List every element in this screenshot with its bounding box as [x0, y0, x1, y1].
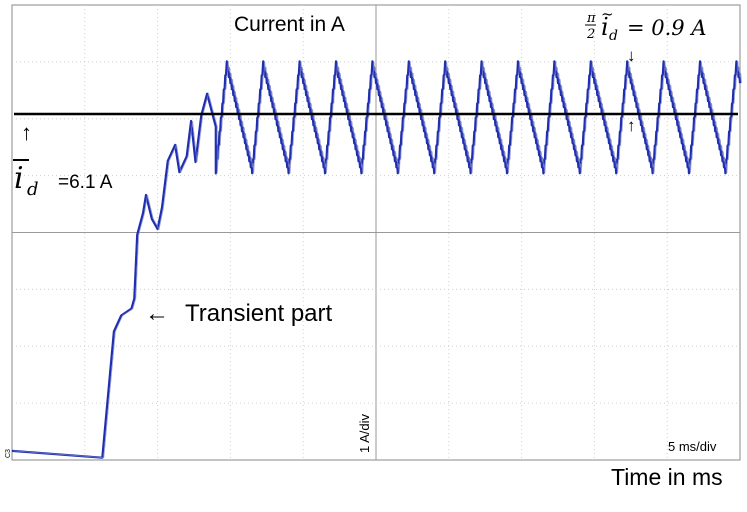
chart-title: Current in A [234, 13, 345, 36]
ripple-arrow-up-icon: ↑ [627, 116, 636, 135]
channel-label: C3 [5, 449, 12, 458]
svg-text:π: π [586, 11, 596, 26]
svg-text:~: ~ [601, 5, 614, 23]
mean-symbol: i d [13, 159, 39, 200]
svg-text:= 0.9 A: = 0.9 A [627, 16, 707, 40]
svg-text:i: i [14, 161, 24, 196]
current-trace [11, 60, 742, 459]
transient-arrow-icon: ← [145, 300, 169, 327]
y-scale-label: 1 A/div [357, 413, 372, 453]
svg-text:2: 2 [586, 27, 595, 42]
mean-value-label: =6.1 A [58, 172, 113, 193]
plot-grid [11, 4, 741, 461]
svg-text:d: d [609, 28, 618, 44]
svg-text:d: d [27, 179, 39, 200]
current-series-line [11, 60, 742, 459]
mean-arrow-up-icon: ↑ [21, 120, 32, 145]
current-series-band [13, 61, 742, 459]
ripple-formula: π 2 ~ i d = 0.9 A [585, 5, 707, 44]
transient-label: Transient part [185, 300, 333, 327]
ripple-arrow-down-icon: ↓ [627, 46, 636, 65]
svg-text:i: i [601, 13, 609, 41]
x-scale-label: 5 ms/div [668, 439, 717, 454]
x-axis-label: Time in ms [611, 464, 723, 490]
